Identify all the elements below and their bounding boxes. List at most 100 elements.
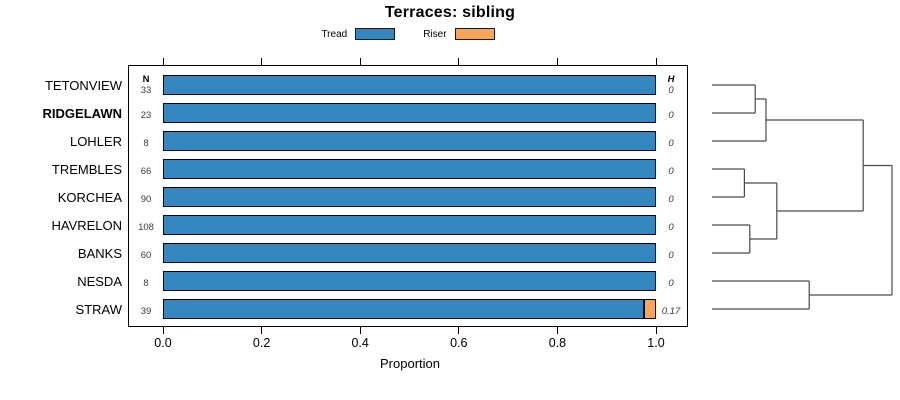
table-row: 39 0.17 <box>129 295 687 323</box>
stacked-bar <box>163 131 656 151</box>
n-value: 33 <box>140 85 152 96</box>
bar-segment-tread <box>163 131 656 151</box>
bar-segment-tread <box>163 159 656 179</box>
table-row: 60 0 <box>129 239 687 267</box>
x-tick-label: 0.0 <box>154 336 172 350</box>
x-axis-title: Proportion <box>380 356 440 371</box>
row-label-lohler: LOHLER <box>69 133 122 149</box>
table-row: 23 0 <box>129 99 687 127</box>
stacked-bar <box>163 187 656 207</box>
bar-segment-tread <box>163 243 656 263</box>
stacked-bar <box>163 159 656 179</box>
h-value: 0 <box>668 193 674 205</box>
legend-label: Riser <box>423 28 447 40</box>
n-cell: 8 <box>131 127 161 155</box>
tick-top <box>162 58 164 65</box>
n-value: 39 <box>140 305 152 317</box>
table-row: N 33 H 0 <box>129 71 687 99</box>
stacked-bar <box>163 243 656 263</box>
n-cell: 66 <box>131 155 161 183</box>
legend-item: Riser <box>423 28 495 40</box>
n-cell: 108 <box>131 211 161 239</box>
tick-top <box>359 58 361 65</box>
h-cell: 0.17 <box>656 295 686 323</box>
tick-top <box>458 58 460 65</box>
n-value: 66 <box>140 165 152 177</box>
stacked-bar <box>163 299 656 319</box>
n-cell: 23 <box>131 99 161 127</box>
tick-bottom <box>261 327 263 334</box>
n-cell: N 33 <box>131 71 161 99</box>
h-cell: 0 <box>656 183 686 211</box>
bar-segment-tread <box>163 215 656 235</box>
row-label-ridgelawn: RIDGELAWN <box>42 105 122 121</box>
bar-segment-tread <box>163 271 656 291</box>
bar-segment-riser <box>643 299 656 319</box>
n-value: 8 <box>143 277 149 289</box>
stacked-bar <box>163 271 656 291</box>
table-row: 90 0 <box>129 183 687 211</box>
bar-segment-tread <box>163 187 656 207</box>
row-label-tetonview: TETONVIEW <box>44 77 122 93</box>
h-value: 0 <box>668 137 674 149</box>
h-value: 0 <box>668 221 674 233</box>
n-cell: 39 <box>131 295 161 323</box>
x-tick-label: 1.0 <box>647 336 665 350</box>
tick-bottom <box>655 327 657 334</box>
row-label-trembles: TREMBLES <box>51 161 122 177</box>
n-cell: 60 <box>131 239 161 267</box>
tick-bottom <box>458 327 460 334</box>
x-tick-label: 0.4 <box>351 336 369 350</box>
x-tick-label: 0.6 <box>450 336 468 350</box>
n-cell: 90 <box>131 183 161 211</box>
tick-bottom <box>162 327 164 334</box>
stacked-bar <box>163 215 656 235</box>
legend-swatch-riser <box>454 28 495 40</box>
tick-top <box>556 58 558 65</box>
bar-segment-tread <box>163 103 656 123</box>
n-column-header: N <box>142 74 150 85</box>
h-value: 0 <box>668 109 674 121</box>
legend-label: Tread <box>321 28 348 40</box>
h-value: 0 <box>668 249 674 261</box>
row-label-nesda: NESDA <box>77 273 122 289</box>
n-value: 23 <box>140 109 152 121</box>
n-value: 60 <box>140 249 152 261</box>
plot-area: N 33 H 0 23 0 8 0 66 0 90 0 108 0 60 0 8 0 39 0.17 <box>128 65 688 327</box>
bar-segment-tread <box>163 299 644 319</box>
h-value: 0 <box>668 165 674 177</box>
n-value: 8 <box>143 137 149 149</box>
stacked-bar <box>163 103 656 123</box>
table-row: 108 0 <box>129 211 687 239</box>
tick-top <box>655 58 657 65</box>
n-value: 90 <box>140 193 152 205</box>
h-cell: 0 <box>656 99 686 127</box>
h-cell: 0 <box>656 267 686 295</box>
h-cell: 0 <box>656 127 686 155</box>
h-column-header: H <box>667 74 675 85</box>
h-cell: 0 <box>656 239 686 267</box>
h-value: 0 <box>668 277 674 289</box>
row-label-straw: STRAW <box>75 301 122 317</box>
table-row: 66 0 <box>129 155 687 183</box>
tick-top <box>261 58 263 65</box>
row-label-banks: BANKS <box>77 245 122 261</box>
row-label-havrelon: HAVRELON <box>51 217 122 233</box>
stacked-bar <box>163 75 656 95</box>
bar-segment-tread <box>163 75 656 95</box>
h-value: 0 <box>668 85 674 96</box>
legend: Tread Riser <box>128 25 688 43</box>
row-label-korchea: KORCHEA <box>57 189 122 205</box>
tick-bottom <box>359 327 361 334</box>
n-value: 108 <box>138 221 154 233</box>
h-cell: 0 <box>656 155 686 183</box>
legend-item: Tread <box>321 28 396 40</box>
tick-bottom <box>556 327 558 334</box>
h-value: 0.17 <box>661 305 681 317</box>
h-cell: 0 <box>656 211 686 239</box>
